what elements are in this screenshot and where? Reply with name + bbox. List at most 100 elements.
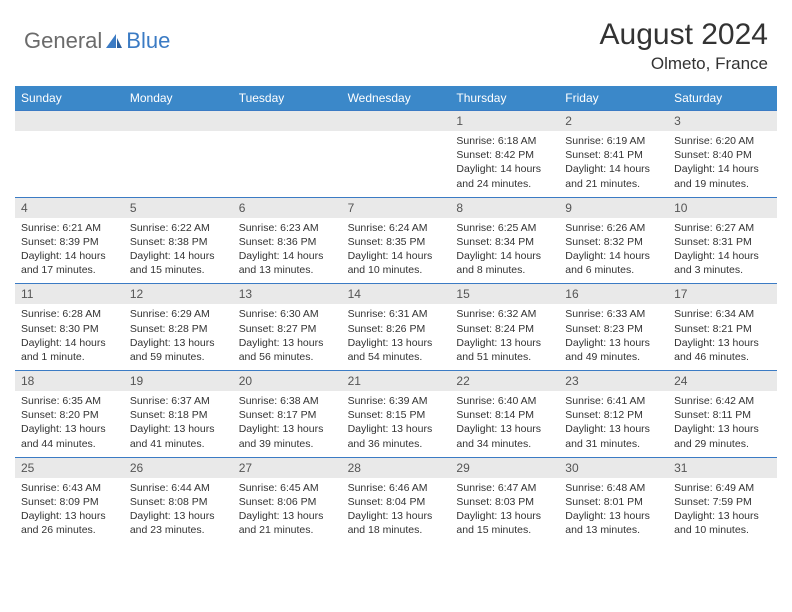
sunrise-text: Sunrise: 6:41 AM	[565, 394, 662, 408]
calendar-grid: SundayMondayTuesdayWednesdayThursdayFrid…	[15, 86, 777, 543]
sunrise-text: Sunrise: 6:31 AM	[348, 307, 445, 321]
sunrise-text: Sunrise: 6:37 AM	[130, 394, 227, 408]
date-number: 8	[450, 198, 559, 218]
daylight-text: Daylight: 13 hours and 34 minutes.	[456, 422, 553, 450]
date-number: 10	[668, 198, 777, 218]
day-cell: Sunrise: 6:19 AMSunset: 8:41 PMDaylight:…	[559, 131, 668, 197]
page-header: General Blue August 2024 Olmeto, France	[0, 0, 792, 82]
date-number: 3	[668, 111, 777, 131]
daylight-text: Daylight: 13 hours and 26 minutes.	[21, 509, 118, 537]
week-row: 25262728293031Sunrise: 6:43 AMSunset: 8:…	[15, 457, 777, 544]
daylight-text: Daylight: 13 hours and 59 minutes.	[130, 336, 227, 364]
day-cell: Sunrise: 6:31 AMSunset: 8:26 PMDaylight:…	[342, 304, 451, 370]
daylight-text: Daylight: 13 hours and 54 minutes.	[348, 336, 445, 364]
daylight-text: Daylight: 13 hours and 41 minutes.	[130, 422, 227, 450]
sail-icon	[104, 32, 124, 50]
week-row: 11121314151617Sunrise: 6:28 AMSunset: 8:…	[15, 283, 777, 370]
daylight-text: Daylight: 13 hours and 10 minutes.	[674, 509, 771, 537]
date-number: 6	[233, 198, 342, 218]
sunset-text: Sunset: 8:14 PM	[456, 408, 553, 422]
sunset-text: Sunset: 8:06 PM	[239, 495, 336, 509]
daylight-text: Daylight: 13 hours and 39 minutes.	[239, 422, 336, 450]
date-number: 30	[559, 458, 668, 478]
sunset-text: Sunset: 8:20 PM	[21, 408, 118, 422]
daylight-text: Daylight: 13 hours and 23 minutes.	[130, 509, 227, 537]
sunrise-text: Sunrise: 6:28 AM	[21, 307, 118, 321]
daylight-text: Daylight: 13 hours and 46 minutes.	[674, 336, 771, 364]
sunset-text: Sunset: 8:23 PM	[565, 322, 662, 336]
sunset-text: Sunset: 8:40 PM	[674, 148, 771, 162]
day-cell: Sunrise: 6:22 AMSunset: 8:38 PMDaylight:…	[124, 218, 233, 284]
sunrise-text: Sunrise: 6:38 AM	[239, 394, 336, 408]
day-cell: Sunrise: 6:48 AMSunset: 8:01 PMDaylight:…	[559, 478, 668, 544]
date-number: 19	[124, 371, 233, 391]
daylight-text: Daylight: 13 hours and 15 minutes.	[456, 509, 553, 537]
sunrise-text: Sunrise: 6:20 AM	[674, 134, 771, 148]
daylight-text: Daylight: 13 hours and 56 minutes.	[239, 336, 336, 364]
sunset-text: Sunset: 8:32 PM	[565, 235, 662, 249]
day-header: Saturday	[668, 86, 777, 110]
daylight-text: Daylight: 14 hours and 3 minutes.	[674, 249, 771, 277]
sunrise-text: Sunrise: 6:32 AM	[456, 307, 553, 321]
date-number: 4	[15, 198, 124, 218]
sunrise-text: Sunrise: 6:19 AM	[565, 134, 662, 148]
date-number: 1	[450, 111, 559, 131]
daylight-text: Daylight: 14 hours and 24 minutes.	[456, 162, 553, 190]
daylight-text: Daylight: 13 hours and 18 minutes.	[348, 509, 445, 537]
sunrise-text: Sunrise: 6:22 AM	[130, 221, 227, 235]
day-cell: Sunrise: 6:29 AMSunset: 8:28 PMDaylight:…	[124, 304, 233, 370]
date-number: 11	[15, 284, 124, 304]
sunset-text: Sunset: 8:30 PM	[21, 322, 118, 336]
sunset-text: Sunset: 8:17 PM	[239, 408, 336, 422]
daylight-text: Daylight: 14 hours and 21 minutes.	[565, 162, 662, 190]
brand-text-2: Blue	[126, 28, 170, 54]
day-cell: Sunrise: 6:41 AMSunset: 8:12 PMDaylight:…	[559, 391, 668, 457]
sunset-text: Sunset: 8:34 PM	[456, 235, 553, 249]
date-number: 18	[15, 371, 124, 391]
brand-logo: General Blue	[24, 18, 170, 54]
day-cell: Sunrise: 6:18 AMSunset: 8:42 PMDaylight:…	[450, 131, 559, 197]
date-number: 16	[559, 284, 668, 304]
date-number	[124, 111, 233, 131]
sunset-text: Sunset: 8:42 PM	[456, 148, 553, 162]
date-number: 23	[559, 371, 668, 391]
date-number	[15, 111, 124, 131]
sunset-text: Sunset: 8:21 PM	[674, 322, 771, 336]
sunrise-text: Sunrise: 6:48 AM	[565, 481, 662, 495]
date-number: 28	[342, 458, 451, 478]
sunrise-text: Sunrise: 6:40 AM	[456, 394, 553, 408]
daylight-text: Daylight: 14 hours and 6 minutes.	[565, 249, 662, 277]
day-cell: Sunrise: 6:46 AMSunset: 8:04 PMDaylight:…	[342, 478, 451, 544]
day-cell: Sunrise: 6:25 AMSunset: 8:34 PMDaylight:…	[450, 218, 559, 284]
day-cell: Sunrise: 6:24 AMSunset: 8:35 PMDaylight:…	[342, 218, 451, 284]
sunset-text: Sunset: 8:26 PM	[348, 322, 445, 336]
date-number: 15	[450, 284, 559, 304]
day-cell	[342, 131, 451, 197]
day-cell: Sunrise: 6:43 AMSunset: 8:09 PMDaylight:…	[15, 478, 124, 544]
day-cell: Sunrise: 6:32 AMSunset: 8:24 PMDaylight:…	[450, 304, 559, 370]
sunset-text: Sunset: 8:11 PM	[674, 408, 771, 422]
week-row: 45678910Sunrise: 6:21 AMSunset: 8:39 PMD…	[15, 197, 777, 284]
date-strip: 25262728293031	[15, 458, 777, 478]
date-number: 20	[233, 371, 342, 391]
sunrise-text: Sunrise: 6:35 AM	[21, 394, 118, 408]
day-cell: Sunrise: 6:21 AMSunset: 8:39 PMDaylight:…	[15, 218, 124, 284]
sunrise-text: Sunrise: 6:27 AM	[674, 221, 771, 235]
date-strip: 123	[15, 111, 777, 131]
day-cell: Sunrise: 6:23 AMSunset: 8:36 PMDaylight:…	[233, 218, 342, 284]
date-number: 22	[450, 371, 559, 391]
sunset-text: Sunset: 8:18 PM	[130, 408, 227, 422]
sunrise-text: Sunrise: 6:45 AM	[239, 481, 336, 495]
day-cell: Sunrise: 6:44 AMSunset: 8:08 PMDaylight:…	[124, 478, 233, 544]
sunrise-text: Sunrise: 6:44 AM	[130, 481, 227, 495]
day-cell: Sunrise: 6:28 AMSunset: 8:30 PMDaylight:…	[15, 304, 124, 370]
date-number: 13	[233, 284, 342, 304]
daylight-text: Daylight: 13 hours and 31 minutes.	[565, 422, 662, 450]
sunrise-text: Sunrise: 6:43 AM	[21, 481, 118, 495]
sunrise-text: Sunrise: 6:24 AM	[348, 221, 445, 235]
daylight-text: Daylight: 13 hours and 49 minutes.	[565, 336, 662, 364]
sunset-text: Sunset: 8:04 PM	[348, 495, 445, 509]
date-number: 14	[342, 284, 451, 304]
sunrise-text: Sunrise: 6:46 AM	[348, 481, 445, 495]
day-cell: Sunrise: 6:27 AMSunset: 8:31 PMDaylight:…	[668, 218, 777, 284]
